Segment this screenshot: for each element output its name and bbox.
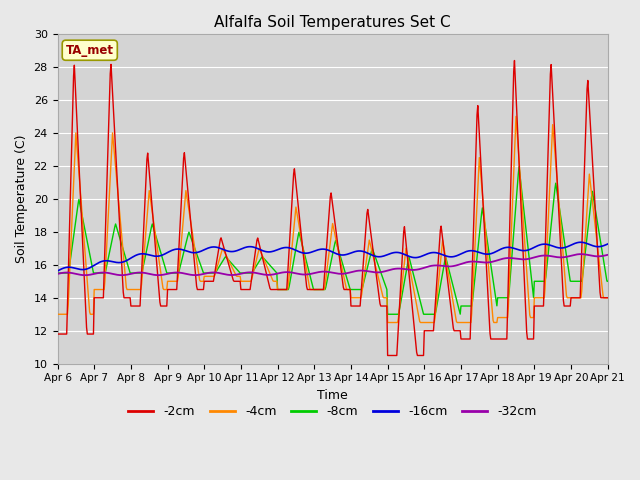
- Text: TA_met: TA_met: [66, 44, 114, 57]
- X-axis label: Time: Time: [317, 389, 348, 402]
- Legend: -2cm, -4cm, -8cm, -16cm, -32cm: -2cm, -4cm, -8cm, -16cm, -32cm: [124, 400, 542, 423]
- Title: Alfalfa Soil Temperatures Set C: Alfalfa Soil Temperatures Set C: [214, 15, 451, 30]
- Y-axis label: Soil Temperature (C): Soil Temperature (C): [15, 134, 28, 263]
